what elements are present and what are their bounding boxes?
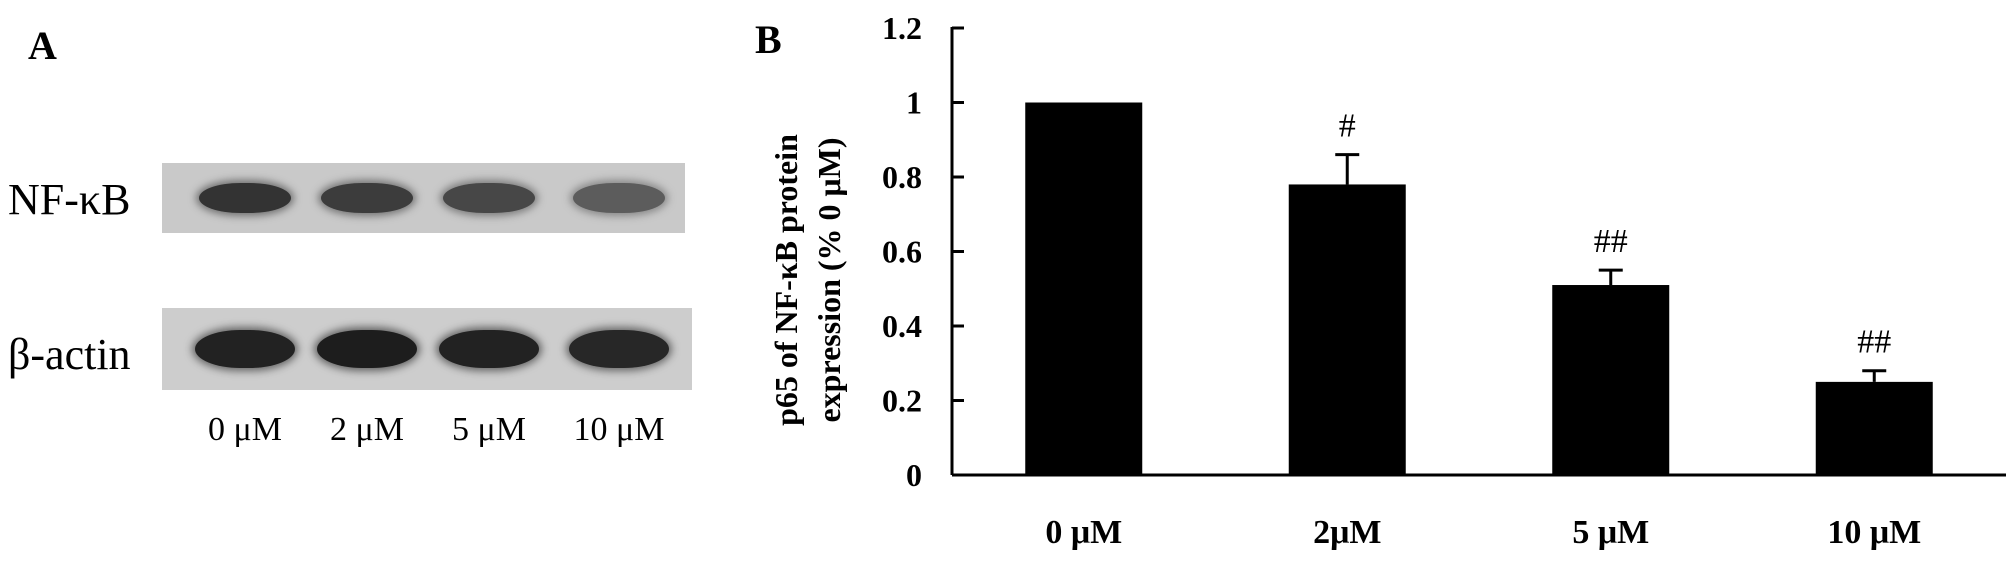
bar (1025, 102, 1143, 475)
lane-label: 5 μM (452, 411, 526, 448)
lane-label: 10 μM (573, 411, 665, 448)
y-axis-label-line-1: p65 of NF-κB protein (768, 134, 804, 426)
x-tick-label: 10 μM (1827, 514, 1921, 551)
blot-band (317, 330, 417, 368)
blot-band (439, 330, 539, 368)
panel-b-letter: B (755, 17, 782, 62)
significance-marker: # (1339, 108, 1356, 145)
y-tick-label: 1 (906, 85, 922, 121)
blot-band (199, 183, 291, 213)
x-tick-label: 0 μM (1045, 514, 1122, 551)
lane-label: 2 μM (330, 411, 404, 448)
bar (1815, 381, 1933, 475)
y-tick-label: 0 (906, 457, 922, 493)
blot-band (569, 330, 669, 368)
blot-band (195, 330, 295, 368)
panel-a-letter: A (28, 23, 57, 68)
y-tick-label: 0.4 (882, 308, 922, 344)
x-tick-label: 2μM (1313, 514, 1381, 551)
blot-label-nfkb: NF-κB (8, 175, 131, 224)
y-axis-label-line-2: expression (% 0 μM) (811, 137, 847, 422)
significance-marker: ## (1594, 223, 1628, 260)
blot-band (573, 183, 665, 213)
bar (1552, 285, 1670, 475)
blot-band (321, 183, 413, 213)
bar (1288, 184, 1406, 475)
significance-marker: ## (1857, 324, 1891, 361)
y-tick-label: 0.8 (882, 159, 922, 195)
blot-band (443, 183, 535, 213)
blot-strip-nfkb (162, 163, 685, 233)
lane-label: 0 μM (208, 411, 282, 448)
blot-strip-beta-actin (162, 308, 692, 390)
blot-label-beta-actin: β-actin (8, 330, 131, 379)
y-tick-label: 0.6 (882, 234, 922, 270)
y-tick-label: 1.2 (882, 10, 922, 46)
y-tick-label: 0.2 (882, 383, 922, 419)
x-tick-label: 5 μM (1572, 514, 1649, 551)
